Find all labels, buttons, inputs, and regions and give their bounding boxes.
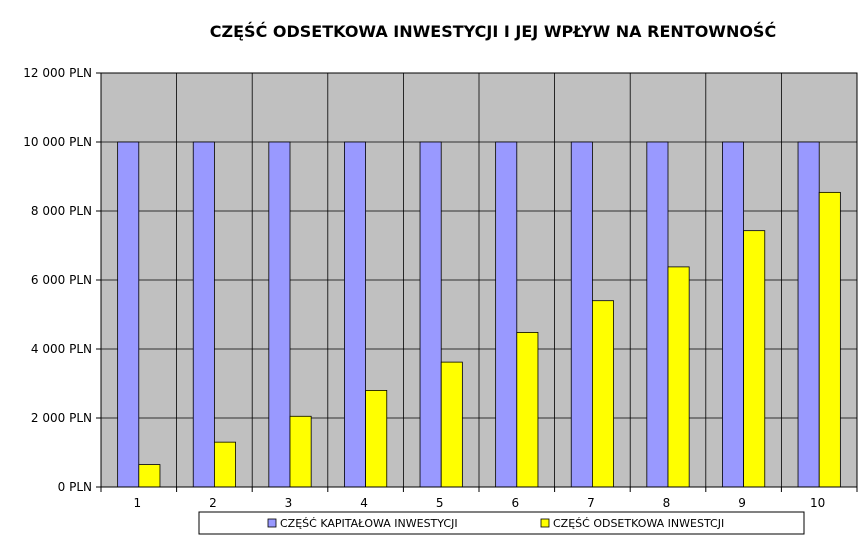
bar-series-1-cat-10 [797,141,820,488]
y-tick-label: 8 000 PLN [31,204,92,218]
bar-series-1-cat-9 [722,141,745,488]
x-tick-label: 1 [133,496,141,510]
bar-series-1-cat-2 [192,141,215,488]
bar-series-1-cat-8 [646,141,669,488]
y-tick-label: 0 PLN [58,480,92,494]
bar-series-2-cat-6 [516,332,539,488]
x-tick-label: 10 [810,496,825,510]
bar-series-2-cat-7 [592,300,614,488]
bar-series-1-cat-7 [570,141,593,488]
legend-box [198,511,805,535]
bar-series-2-cat-10 [818,191,841,488]
bar-series-1-cat-3 [268,141,291,488]
y-tick-label: 4 000 PLN [31,342,92,356]
legend-label-1: CZĘŚĆ KAPITAŁOWA INWESTYCJI [280,517,458,530]
bar-series-2-cat-5 [440,361,463,488]
x-tick-label: 2 [209,496,217,510]
bar-series-1-cat-1 [117,141,140,488]
bar-series-1-cat-4 [344,141,367,488]
bar-series-2-cat-2 [213,441,236,488]
x-tick-label: 9 [738,496,746,510]
x-tick-label: 4 [360,496,368,510]
y-tick-label: 2 000 PLN [31,411,92,425]
y-tick-label: 6 000 PLN [31,273,92,287]
legend-swatch-1 [267,518,277,528]
x-tick-label: 3 [285,496,293,510]
legend-label-2: CZĘŚĆ ODSETKOWA INWESTCJI [553,517,724,530]
bar-series-2-cat-8 [667,266,690,488]
x-tick-label: 6 [511,496,519,510]
legend: CZĘŚĆ KAPITAŁOWA INWESTYCJI CZĘŚĆ ODSETK… [198,511,805,535]
y-tick-label: 10 000 PLN [23,135,92,149]
x-tick-label: 8 [663,496,671,510]
y-tick-label: 12 000 PLN [23,66,92,80]
chart-title: CZĘŚĆ ODSETKOWA INWESTYCJI I JEJ WPŁYW N… [210,22,776,41]
bars [117,141,841,488]
x-tick-label: 7 [587,496,595,510]
x-axis-ticks: 1 2 3 4 5 6 7 8 9 10 [100,487,858,510]
x-tick-label: 5 [436,496,444,510]
y-axis-ticks: 0 PLN 2 000 PLN 4 000 PLN 6 000 PLN 8 000 PL… [23,66,101,494]
grid-lines [101,72,857,488]
bar-series-1-cat-5 [419,141,442,488]
bar-series-1-cat-6 [495,141,518,488]
legend-swatch-2 [540,518,550,528]
bar-series-2-cat-4 [365,389,388,488]
bar-series-2-cat-9 [743,230,766,488]
bar-series-2-cat-3 [289,415,312,488]
bar-series-2-cat-1 [138,464,161,488]
